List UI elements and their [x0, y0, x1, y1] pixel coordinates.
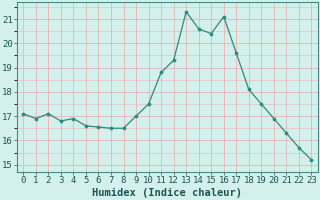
X-axis label: Humidex (Indice chaleur): Humidex (Indice chaleur) [92, 188, 242, 198]
